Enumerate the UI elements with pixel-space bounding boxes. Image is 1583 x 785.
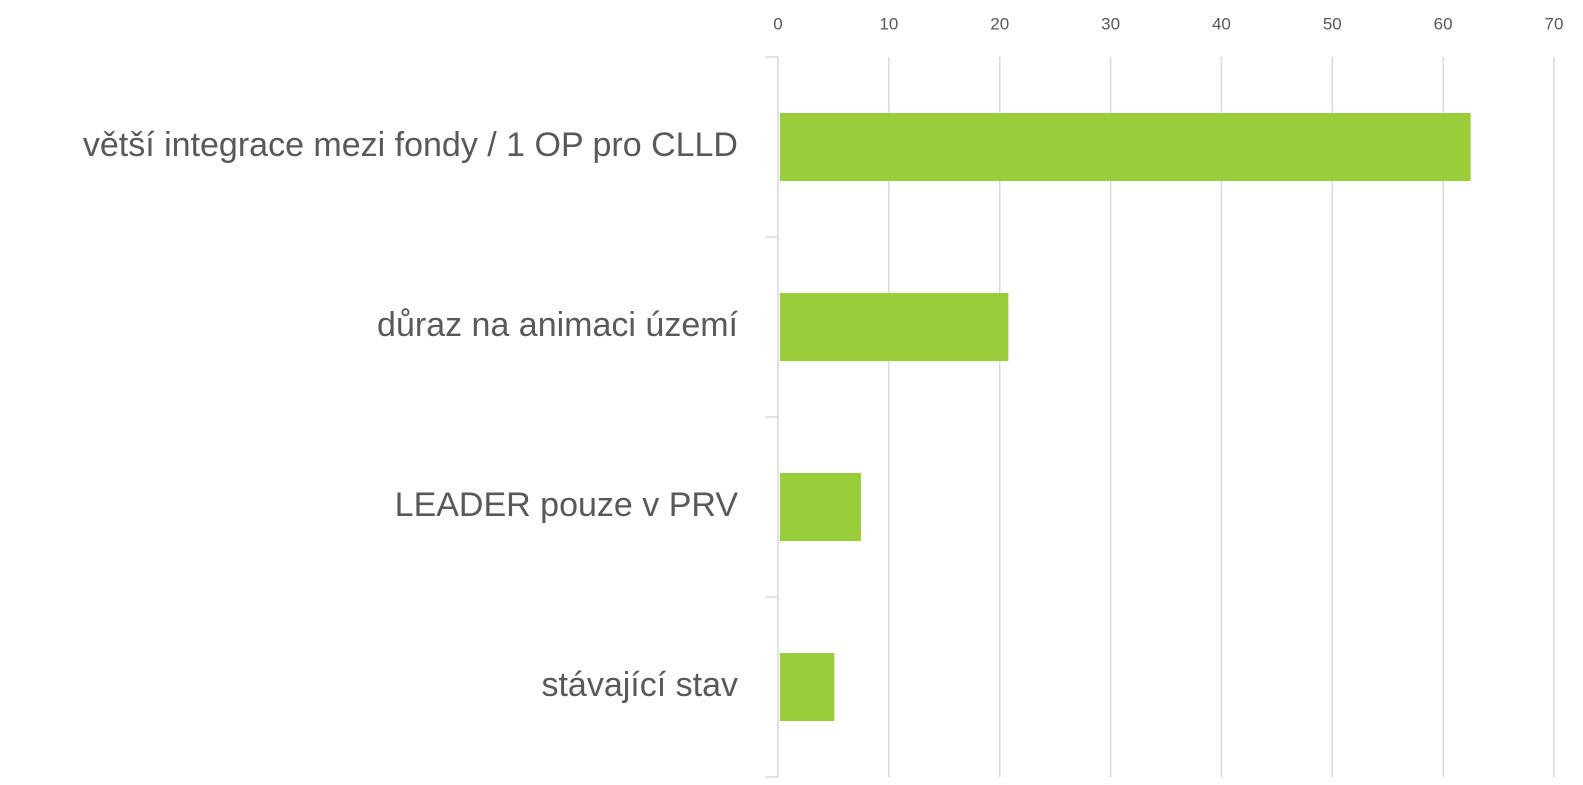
- x-tick-label: 40: [1212, 14, 1231, 33]
- y-tick-label: stávající stav: [541, 666, 738, 704]
- y-tick-label: důraz na animaci území: [377, 306, 739, 344]
- y-tick-label: LEADER pouze v PRV: [395, 486, 739, 524]
- x-tick-label: 60: [1434, 14, 1453, 33]
- bar: [780, 113, 1471, 181]
- x-tick-label: 70: [1545, 14, 1564, 33]
- x-tick-label: 50: [1323, 14, 1342, 33]
- x-tick-label: 30: [1101, 14, 1120, 33]
- bar: [780, 473, 861, 541]
- x-tick-label: 20: [990, 14, 1009, 33]
- x-tick-label: 0: [773, 14, 782, 33]
- x-tick-label: 10: [879, 14, 898, 33]
- bar: [780, 293, 1009, 361]
- bar: [780, 653, 835, 721]
- y-tick-label: větší integrace mezi fondy / 1 OP pro CL…: [83, 126, 738, 164]
